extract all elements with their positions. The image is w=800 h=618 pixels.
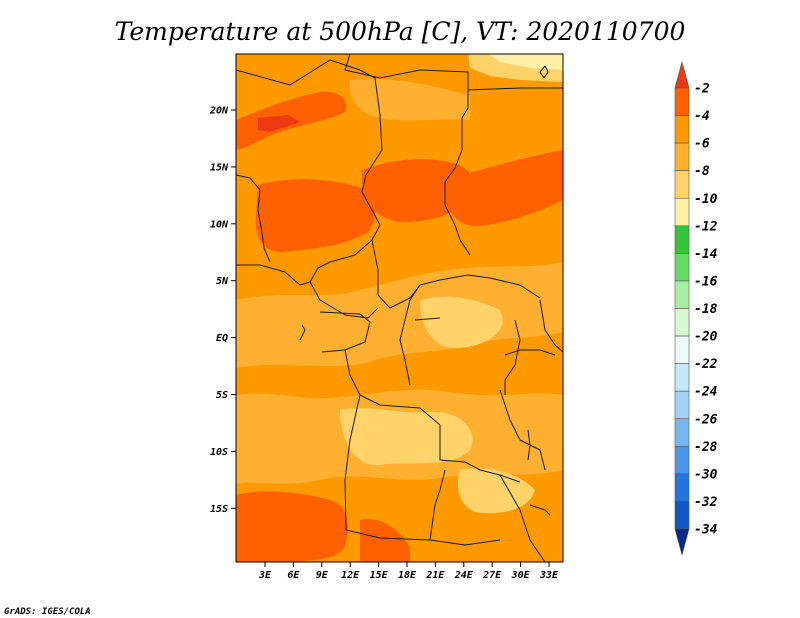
colorbar-label: -2 [694,82,710,97]
colorbar-segment [674,170,690,199]
colorbar-segment [674,335,690,364]
colorbar-label: -34 [694,523,718,538]
colorbar-label: -8 [694,164,710,179]
colorbar-segment [674,446,690,475]
colorbar-label: -6 [694,137,710,152]
latitude-tick-label: 10S [210,447,228,458]
colorbar-label: -14 [694,247,718,262]
colorbar-label: -30 [694,467,718,482]
longitude-tick-label: 27E [482,570,502,581]
grads-credit: GrADS: IGES/COLA [4,607,91,617]
colorbar-segment [674,363,690,392]
longitude-axis: 3E 6E 9E 12E 15E 18E 21E 24E 27E 30E 33E [258,562,559,581]
colorbar-label: -26 [694,412,718,427]
latitude-tick-label: 15N [210,162,229,173]
longitude-tick-label: 21E [425,570,445,581]
latitude-tick-label: 10N [210,219,229,230]
latitude-tick-label: 5S [216,390,228,401]
colorbar-segment [674,87,690,116]
longitude-tick-label: 15E [370,570,389,581]
map-frame [235,53,564,563]
colorbar-label: -18 [694,302,718,317]
colorbar-segment [674,390,690,420]
colorbar-label: -16 [694,274,718,289]
colorbar-label: -22 [694,357,718,372]
colorbar-segment [674,197,690,227]
colorbar-label: -24 [694,385,718,400]
country-borders [236,54,563,562]
longitude-tick-label: 12E [341,570,360,581]
latitude-axis: 20N 15N 10N 5N EQ 5S 10S 15S [209,106,236,515]
colorbar-segment [674,473,690,502]
colorbar-segment [674,308,690,337]
colorbar-label: -20 [694,330,718,345]
colorbar-bottom-arrow [674,528,690,557]
colorbar-top-arrow [674,60,690,89]
figure-title: Temperature at 500hPa [C], VT: 202011070… [115,17,686,46]
fill-level-4-to-2 [255,179,376,252]
longitude-tick-label: 6E [287,570,300,581]
temperature-field [236,54,563,562]
latitude-tick-label: 5N [216,276,229,287]
colorbar-label: -28 [694,440,718,455]
fill-level-4-to-2 [236,491,348,562]
colorbar-label: -10 [694,192,718,207]
colorbar-label: -4 [694,109,710,124]
longitude-tick-label: 33E [539,570,559,581]
colorbar-segment [674,253,690,282]
longitude-tick-label: 9E [316,570,329,581]
fill-level-10-to-8 [340,408,473,466]
colorbar-segment [674,225,690,254]
colorbar-segment [674,142,690,171]
longitude-tick-label: 3E [258,570,272,581]
fill-level-10-to-8 [420,296,503,349]
temperature-map: 20N 15N 10N 5N EQ 5S 10S 15S 3E 6E 9E 12E 15E 18E 21E… [209,53,564,581]
longitude-tick-label: 18E [398,570,417,581]
colorbar-segment [674,501,690,530]
fill-level-4-to-2 [445,150,563,227]
colorbar-label: -12 [694,219,718,234]
colorbar-segment [674,115,690,144]
fill-level-above-2 [258,115,300,132]
colorbar-segment [674,280,690,309]
fill-level-4-to-2 [360,519,410,562]
latitude-tick-label: 20N [209,106,229,117]
longitude-tick-label: 30E [511,570,531,581]
colorbar: -2 -4 -6 -8 -10 -12 -14 -16 -18 -20 -22 -24 -26 -28 -3… [674,60,718,557]
latitude-tick-label: EQ [216,333,228,344]
latitude-tick-label: 15S [210,504,228,515]
fill-level-12-to-10 [488,54,563,70]
colorbar-segment [674,418,690,447]
longitude-tick-label: 24E [454,570,474,581]
colorbar-label: -32 [694,495,718,510]
